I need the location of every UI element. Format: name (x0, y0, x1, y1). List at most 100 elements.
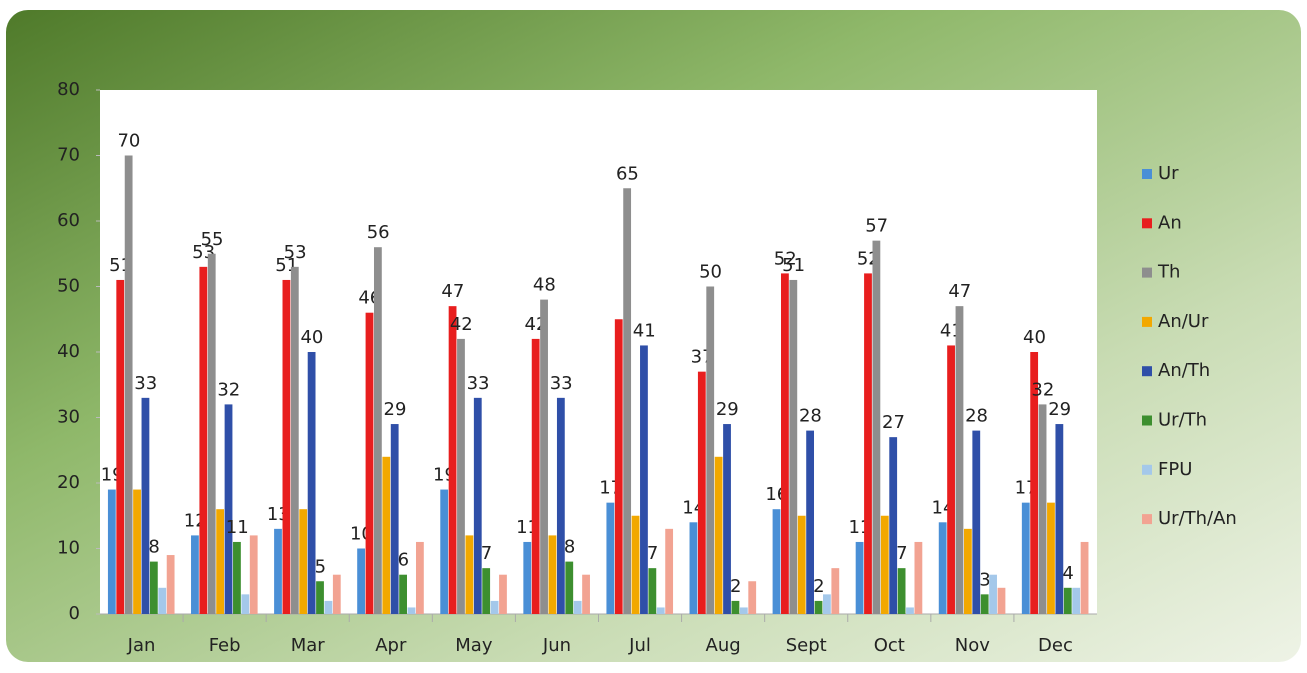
bar (166, 555, 175, 614)
bar (997, 587, 1006, 614)
data-label: 7 (896, 543, 907, 564)
bar (1063, 587, 1072, 614)
data-label: 7 (481, 543, 492, 564)
legend-swatch (1142, 415, 1152, 426)
legend-swatch (1142, 316, 1152, 327)
bar (540, 299, 548, 614)
bar (864, 273, 872, 614)
bar (980, 594, 989, 614)
bar (274, 528, 282, 614)
y-tick-label: 40 (57, 341, 80, 362)
x-tick-label: Jul (628, 635, 651, 656)
data-label: 40 (1023, 327, 1046, 348)
bar (723, 424, 731, 614)
x-tick-label: Dec (1038, 635, 1073, 656)
bar (1021, 502, 1030, 614)
bar (531, 338, 540, 614)
data-label: 32 (1031, 379, 1054, 400)
x-tick-label: May (455, 635, 493, 656)
data-label: 33 (550, 373, 573, 394)
x-tick-label: Sept (786, 635, 827, 656)
legend-label: An/Th (1158, 360, 1210, 381)
bar (906, 607, 914, 614)
bar (233, 541, 241, 614)
data-label: 33 (467, 373, 490, 394)
bar (1047, 502, 1055, 614)
bar (797, 515, 806, 614)
y-tick-label: 20 (57, 472, 80, 493)
bar (207, 253, 216, 614)
x-tick-label: Jan (127, 635, 156, 656)
bar (199, 266, 208, 614)
bar (357, 548, 365, 614)
bar (1072, 587, 1081, 614)
x-tick-label: Oct (874, 635, 905, 656)
bar (748, 581, 757, 614)
bar (249, 535, 258, 614)
bar (1080, 541, 1089, 614)
data-label: 51 (782, 255, 805, 276)
bar (141, 397, 150, 614)
bar (191, 535, 199, 614)
bar (116, 279, 125, 614)
bar (390, 424, 399, 614)
bar (290, 266, 299, 614)
y-tick-label: 80 (57, 79, 80, 100)
data-label: 7 (647, 543, 658, 564)
bar (149, 561, 158, 614)
bar (573, 600, 582, 614)
bar (382, 456, 391, 614)
bar (457, 338, 465, 614)
bar (124, 155, 133, 614)
y-tick-label: 70 (57, 145, 80, 166)
bar (855, 541, 864, 614)
bar (706, 286, 715, 614)
legend-label: An (1158, 212, 1182, 233)
y-tick-label: 0 (69, 603, 80, 624)
legend-label: FPU (1158, 459, 1192, 480)
bar (490, 600, 499, 614)
data-label: 55 (201, 229, 224, 250)
bar (972, 430, 981, 614)
data-label: 40 (300, 327, 323, 348)
bar (482, 568, 491, 614)
legend-label: Th (1157, 262, 1180, 283)
bar (731, 600, 740, 614)
data-label: 65 (616, 163, 639, 184)
bar (648, 568, 657, 614)
bar (781, 273, 789, 614)
data-label: 41 (633, 320, 656, 341)
data-label: 4 (1062, 563, 1073, 584)
legend-swatch (1142, 464, 1152, 475)
data-label: 11 (226, 517, 249, 538)
bar (316, 581, 324, 614)
bar (665, 528, 674, 614)
bar (332, 574, 341, 614)
bar (989, 574, 997, 614)
bar (689, 522, 698, 614)
bar (565, 561, 574, 614)
data-label: 42 (450, 314, 473, 335)
bar (955, 306, 964, 614)
y-tick-label: 50 (57, 276, 80, 297)
bar (399, 574, 407, 614)
bar (448, 306, 457, 614)
data-label: 57 (865, 216, 888, 237)
legend-label: Ur (1158, 163, 1179, 184)
x-tick-label: Jun (542, 635, 571, 656)
x-tick-label: Feb (209, 635, 241, 656)
bar (523, 541, 532, 614)
bar (133, 489, 141, 614)
legend-swatch (1142, 514, 1152, 525)
bar (914, 541, 923, 614)
bar (1055, 424, 1064, 614)
bar (656, 607, 665, 614)
x-tick-label: Aug (706, 635, 741, 656)
data-label: 28 (965, 406, 988, 427)
bar (107, 489, 116, 614)
bar (880, 515, 889, 614)
bar (772, 509, 781, 614)
bar (407, 607, 416, 614)
bar (216, 509, 225, 614)
